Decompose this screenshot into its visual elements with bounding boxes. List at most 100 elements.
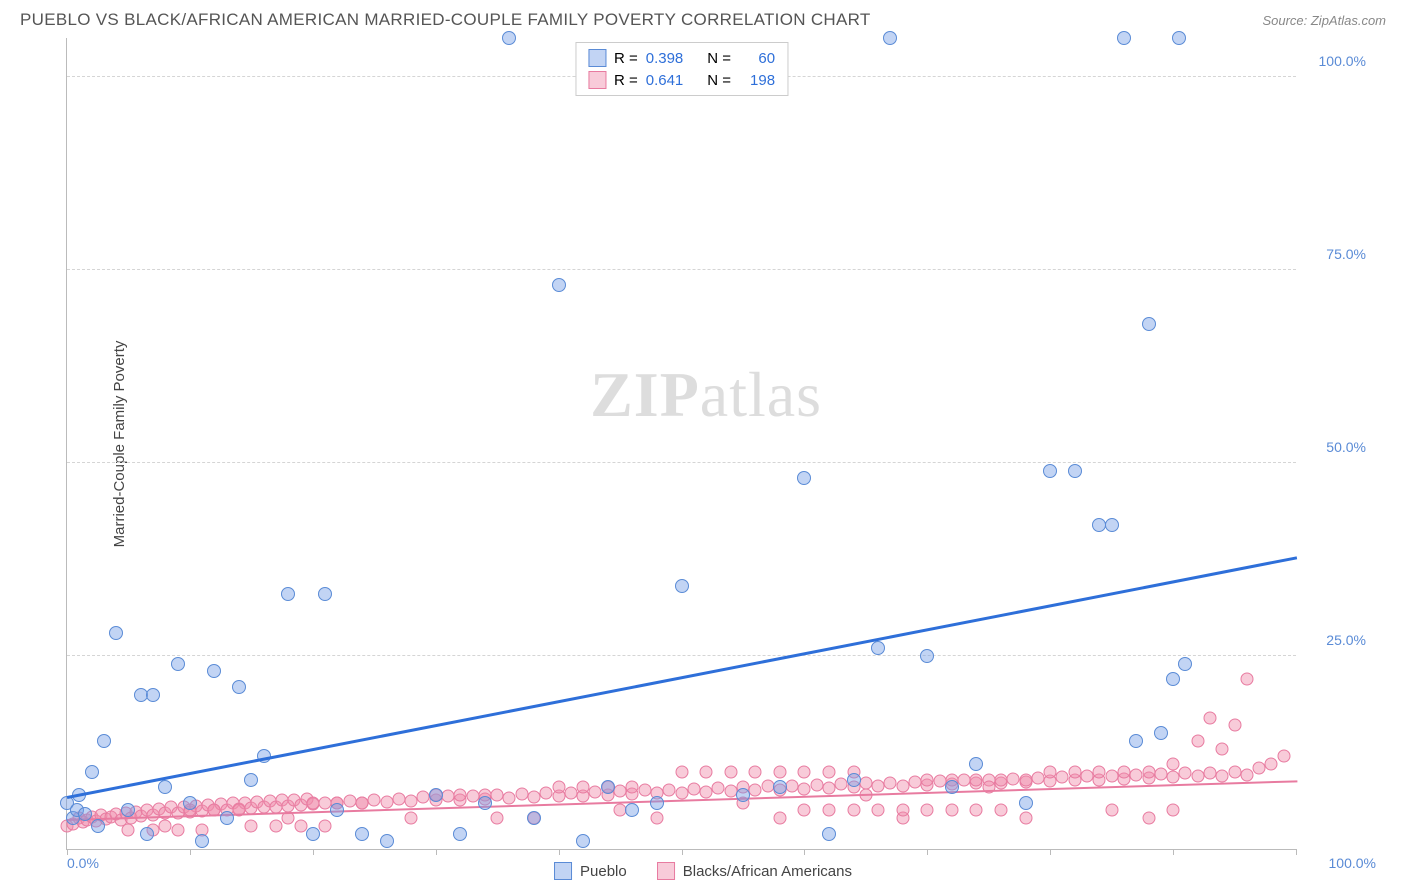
scatter-point-black	[564, 786, 577, 799]
scatter-point-black	[1056, 771, 1069, 784]
scatter-point-black	[1228, 765, 1241, 778]
scatter-point-pueblo	[91, 819, 105, 833]
legend-label-black: Blacks/African Americans	[683, 863, 852, 880]
scatter-point-black	[896, 779, 909, 792]
x-tick	[559, 849, 560, 855]
scatter-point-pueblo	[576, 834, 590, 848]
scatter-point-pueblo	[330, 803, 344, 817]
gridline	[67, 655, 1296, 656]
scatter-point-black	[577, 781, 590, 794]
scatter-point-black	[1154, 768, 1167, 781]
scatter-point-black	[1216, 742, 1229, 755]
scatter-point-black	[405, 795, 418, 808]
scatter-point-pueblo	[318, 587, 332, 601]
scatter-point-black	[491, 812, 504, 825]
x-tick	[313, 849, 314, 855]
scatter-point-black	[675, 765, 688, 778]
scatter-point-black	[1240, 673, 1253, 686]
scatter-point-black	[1093, 765, 1106, 778]
n-value-black: 198	[739, 72, 775, 89]
scatter-point-black	[1142, 765, 1155, 778]
swatch-pueblo-bottom	[554, 862, 572, 880]
scatter-point-black	[441, 790, 454, 803]
scatter-point-black	[958, 774, 971, 787]
x-tick	[804, 849, 805, 855]
x-tick	[190, 849, 191, 855]
legend-stats-row-black: R = 0.641 N = 198	[588, 69, 775, 91]
scatter-point-black	[786, 779, 799, 792]
n-label: N =	[707, 72, 731, 89]
r-value-black: 0.641	[646, 72, 684, 89]
scatter-point-pueblo	[502, 31, 516, 45]
scatter-point-black	[896, 804, 909, 817]
scatter-point-pueblo	[1166, 672, 1180, 686]
y-tick-label: 25.0%	[1326, 632, 1366, 648]
scatter-point-pueblo	[527, 811, 541, 825]
gridline	[67, 269, 1296, 270]
scatter-point-pueblo	[1172, 31, 1186, 45]
scatter-point-black	[614, 785, 627, 798]
n-value-pueblo: 60	[739, 50, 775, 67]
scatter-point-black	[1265, 758, 1278, 771]
scatter-point-pueblo	[1117, 31, 1131, 45]
n-label: N =	[707, 50, 731, 67]
scatter-point-pueblo	[306, 827, 320, 841]
scatter-point-black	[1203, 766, 1216, 779]
watermark-atlas: atlas	[700, 359, 822, 430]
scatter-point-black	[945, 804, 958, 817]
scatter-point-black	[675, 786, 688, 799]
scatter-point-pueblo	[822, 827, 836, 841]
scatter-point-black	[749, 784, 762, 797]
legend-item-black: Blacks/African Americans	[657, 862, 852, 880]
scatter-point-black	[1203, 711, 1216, 724]
scatter-point-black	[773, 765, 786, 778]
scatter-point-black	[884, 776, 897, 789]
scatter-point-black	[1105, 769, 1118, 782]
scatter-point-pueblo	[1068, 464, 1082, 478]
scatter-point-black	[159, 819, 172, 832]
scatter-point-pueblo	[1043, 464, 1057, 478]
legend-label-pueblo: Pueblo	[580, 863, 627, 880]
scatter-point-black	[798, 782, 811, 795]
scatter-point-pueblo	[146, 688, 160, 702]
scatter-point-black	[1081, 770, 1094, 783]
scatter-point-black	[626, 781, 639, 794]
scatter-point-black	[491, 788, 504, 801]
scatter-point-pueblo	[355, 827, 369, 841]
scatter-point-pueblo	[195, 834, 209, 848]
source-attribution: Source: ZipAtlas.com	[1262, 13, 1386, 28]
scatter-point-black	[294, 819, 307, 832]
scatter-point-black	[1167, 804, 1180, 817]
scatter-point-pueblo	[1178, 657, 1192, 671]
scatter-point-pueblo	[158, 780, 172, 794]
scatter-point-black	[1277, 750, 1290, 763]
scatter-point-black	[700, 785, 713, 798]
scatter-point-pueblo	[797, 471, 811, 485]
scatter-point-pueblo	[121, 803, 135, 817]
y-tick-label: 75.0%	[1326, 246, 1366, 262]
scatter-point-black	[1191, 734, 1204, 747]
scatter-point-black	[528, 791, 541, 804]
scatter-point-pueblo	[140, 827, 154, 841]
watermark: ZIPatlas	[590, 358, 822, 432]
scatter-point-pueblo	[281, 587, 295, 601]
scatter-point-black	[355, 796, 368, 809]
y-tick-label: 100.0%	[1319, 53, 1366, 69]
scatter-point-black	[1240, 768, 1253, 781]
scatter-point-pueblo	[847, 773, 861, 787]
scatter-point-black	[405, 812, 418, 825]
scatter-point-black	[822, 765, 835, 778]
scatter-point-pueblo	[650, 796, 664, 810]
scatter-point-pueblo	[920, 649, 934, 663]
scatter-point-black	[724, 765, 737, 778]
scatter-point-black	[749, 765, 762, 778]
legend-series: Pueblo Blacks/African Americans	[554, 862, 852, 880]
scatter-point-pueblo	[625, 803, 639, 817]
scatter-point-black	[1117, 765, 1130, 778]
scatter-point-black	[921, 804, 934, 817]
scatter-point-pueblo	[171, 657, 185, 671]
scatter-point-pueblo	[552, 278, 566, 292]
scatter-point-black	[995, 804, 1008, 817]
x-label-min: 0.0%	[67, 855, 99, 871]
scatter-point-black	[1228, 719, 1241, 732]
